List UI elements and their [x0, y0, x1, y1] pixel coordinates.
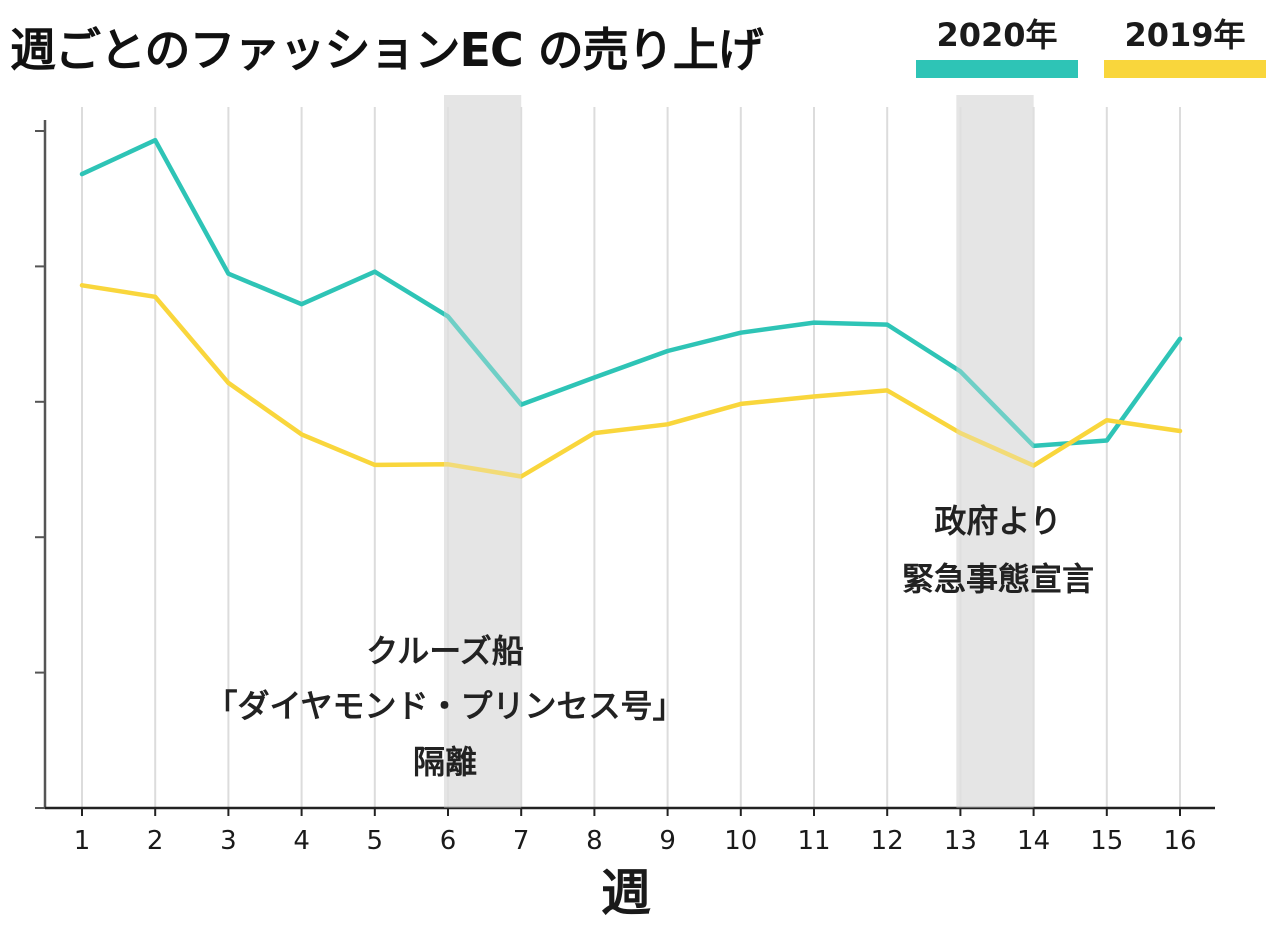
x-tick-label-13: 13	[944, 826, 977, 856]
x-tick-label-10: 10	[724, 826, 757, 856]
legend-entry-2020: 2020年	[916, 14, 1078, 78]
series-line-2019年	[79, 283, 1183, 479]
x-tick-label-15: 15	[1090, 826, 1123, 856]
data-point-2019年-week-8	[592, 431, 597, 435]
data-point-2019年-week-14	[1031, 463, 1036, 468]
x-tick-label-7: 7	[513, 826, 530, 856]
data-point-2019年-week-11	[812, 394, 816, 399]
data-point-2020年-week-13	[958, 369, 963, 374]
shaded-region-overlay-1	[444, 95, 522, 808]
legend-swatch-2020	[916, 60, 1078, 78]
data-point-2019年-week-9	[665, 422, 670, 427]
data-point-2020年-week-16	[1178, 337, 1182, 341]
data-point-2020年-week-1	[80, 172, 84, 176]
data-point-2019年-week-5	[373, 463, 377, 467]
data-point-2019年-week-16	[1178, 429, 1182, 433]
x-tick-label-11: 11	[797, 826, 830, 856]
annotation-region-1-line-1: クルーズ船	[366, 632, 523, 670]
data-point-2019年-week-12	[885, 388, 889, 393]
data-point-2019年-week-3	[226, 381, 231, 385]
annotation-region-1-line-3: 隔離	[413, 743, 477, 781]
data-point-2019年-week-13	[958, 431, 963, 435]
x-axis-title: 週	[601, 864, 651, 922]
legend-label-2020: 2020年	[936, 16, 1058, 54]
x-tick-label-9: 9	[659, 826, 676, 856]
data-point-2019年-week-10	[739, 402, 743, 406]
x-tick-label-14: 14	[1017, 826, 1050, 856]
annotation-region-2-line-2: 緊急事態宣言	[902, 560, 1094, 598]
data-point-2019年-week-2	[153, 294, 157, 299]
data-point-2019年-week-15	[1105, 418, 1109, 422]
x-tick-label-4: 4	[293, 826, 310, 856]
data-point-2020年-week-5	[373, 269, 377, 274]
gridlines	[81, 107, 1181, 808]
x-tick-label-3: 3	[220, 826, 237, 856]
annotation-region-1-line-2: 「ダイヤモンド・プリンセス号」	[205, 687, 684, 725]
x-tick-label-8: 8	[586, 826, 603, 856]
x-tick-label-6: 6	[440, 826, 457, 856]
data-point-2019年-week-4	[299, 432, 304, 437]
data-point-2020年-week-8	[592, 375, 597, 380]
legend-label-2019: 2019年	[1124, 16, 1246, 54]
x-tick-label-12: 12	[871, 826, 904, 856]
x-tick-labels: 1 2 3 4 5 6 7 8 9 10 11 12 13 14 15 16	[74, 808, 1197, 856]
x-tick-label-2: 2	[147, 826, 164, 856]
data-point-2020年-week-2	[153, 138, 157, 142]
data-point-2019年-week-1	[80, 283, 84, 288]
shaded-region-2	[956, 95, 1034, 808]
data-point-2020年-week-6	[446, 314, 450, 319]
data-point-2020年-week-11	[812, 320, 816, 325]
data-point-2019年-week-7	[519, 474, 523, 479]
legend: 2020年 2019年	[916, 14, 1266, 78]
data-point-2020年-week-7	[519, 402, 523, 407]
x-tick-label-16: 16	[1163, 826, 1196, 856]
shaded-regions	[444, 95, 1034, 808]
series-lines	[79, 95, 1183, 808]
data-point-2019年-week-6	[446, 462, 450, 467]
annotation-region-2-line-1: 政府より	[934, 502, 1061, 540]
axes	[35, 120, 1215, 810]
legend-entry-2019: 2019年	[1104, 14, 1266, 78]
data-point-2020年-week-4	[299, 302, 304, 307]
data-point-2020年-week-10	[739, 330, 743, 335]
legend-swatch-2019	[1104, 60, 1266, 78]
shaded-region-1	[444, 95, 522, 808]
data-point-2020年-week-15	[1105, 438, 1109, 443]
x-tick-label-1: 1	[74, 826, 91, 856]
series-line-2020年	[79, 137, 1183, 449]
data-point-2020年-week-9	[665, 349, 670, 353]
x-tick-label-5: 5	[367, 826, 384, 856]
chart-title: 週ごとのファッションEC の売り上げ	[10, 23, 764, 77]
data-point-2020年-week-3	[226, 271, 231, 276]
data-point-2020年-week-12	[885, 322, 889, 327]
shaded-region-overlay-2	[956, 95, 1034, 808]
data-point-2020年-week-14	[1031, 444, 1036, 448]
